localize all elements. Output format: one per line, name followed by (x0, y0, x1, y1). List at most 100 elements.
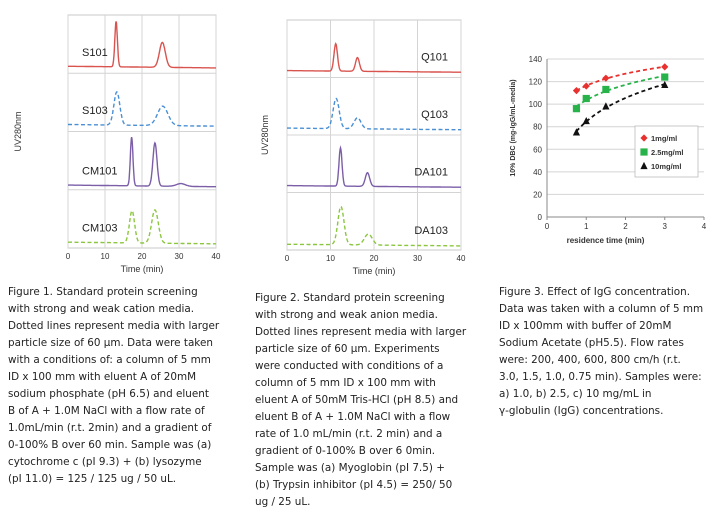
caption-line: rate of 1.0 mL/min (r.t. 2 min) and a (255, 428, 443, 440)
figure-1-chromatogram: 0 10 20 30 40 Time (min) UV280nm S101 S103 CM101 C… (13, 14, 221, 274)
caption-line: particle size of 60 µm. Data were taken (8, 337, 213, 349)
figure-3-dbc-plot: 0 20 40 60 80 100 120 140 0 1 2 3 4 residence time (m… (510, 55, 707, 245)
y-axis-label: 10% DBC (mg-IgG/mL-media) (510, 79, 517, 176)
trace-s101 (68, 21, 216, 69)
x-tick-label: 1 (584, 222, 589, 231)
data-point (661, 73, 669, 81)
trace-q101 (287, 42, 461, 73)
data-point (640, 161, 648, 170)
caption-line: Dotted lines represent media with larger (8, 320, 220, 332)
caption-line: (b) Trypsin inhibitor (pI 4.5) = 250/ 50 (255, 479, 453, 491)
trace-label: CM101 (82, 166, 117, 178)
caption-line: with a conditions of: a column of 5 mm (8, 354, 211, 366)
caption-line: with strong and weak anion media. (255, 309, 438, 321)
x-tick-label: 20 (138, 252, 147, 261)
data-point (602, 102, 610, 110)
trendline (575, 83, 666, 132)
caption-line: were conducted with conditions of a (255, 360, 444, 372)
y-tick-label: 80 (533, 123, 542, 132)
caption-line: particle size of 60 µm. Experiments (255, 343, 440, 355)
trace-label: DA103 (414, 225, 448, 237)
y-tick-label: 20 (533, 190, 542, 199)
trace-s103 (68, 91, 216, 127)
x-tick-label: 0 (545, 222, 550, 231)
figure-2-chromatogram: 0 10 20 30 40 Time (min) UV280nm Q101 Q103 DA101 D… (260, 19, 466, 276)
x-tick-label: 0 (66, 252, 71, 261)
caption-line: 3.0, 1.5, 1.0, 0.75 min). Samples were: (499, 371, 702, 383)
x-axis-label: residence time (min) (567, 236, 645, 245)
y-axis-label: UV280nm (260, 115, 270, 155)
data-point (661, 63, 669, 71)
caption-line: Figure 2. Standard protein screening (255, 292, 445, 304)
caption-line: Figure 1. Standard protein screening (8, 286, 198, 298)
x-tick-label: 40 (457, 254, 466, 263)
trace-label: S103 (82, 105, 108, 117)
caption-line: 1.0mL/min (r.t. 2min) and a gradient of (8, 422, 212, 434)
caption-line: eluent A of 50mM Tris-HCl (pH 8.5) and (255, 394, 459, 406)
trendline (575, 65, 665, 92)
x-axis-label: Time (min) (121, 264, 164, 274)
trace-cm103 (68, 209, 216, 245)
figure-1-caption: Figure 1. Standard protein screening wit… (8, 284, 219, 488)
data-point (582, 94, 590, 103)
caption-line: ug / 25 uL. (255, 496, 311, 508)
legend-label: 2.5mg/ml (651, 148, 684, 157)
caption-line: γ-globulin (IgG) concentrations. (499, 405, 664, 417)
x-tick-label: 40 (212, 252, 221, 261)
trace-label: Q101 (421, 51, 448, 63)
data-point (602, 85, 610, 94)
caption-line: Sodium Acetate (pH5.5). Flow rates (499, 337, 684, 349)
x-tick-label: 10 (101, 252, 110, 261)
x-tick-label: 0 (285, 254, 290, 263)
caption-line: Data was taken with a column of 5 mm (499, 303, 704, 315)
data-point (661, 80, 669, 89)
y-tick-label: 140 (529, 55, 543, 64)
trace-da101 (287, 145, 461, 188)
data-point (572, 105, 581, 113)
data-point (572, 87, 581, 95)
y-tick-label: 60 (533, 145, 542, 154)
y-tick-label: 0 (538, 213, 543, 222)
caption-line: ID x 100mm with buffer of 20mM (499, 320, 672, 332)
caption-line: B of A + 1.0M NaCl with a flow rate of (8, 405, 205, 417)
caption-line: were: 200, 400, 600, 800 cm/h (r.t. (499, 354, 681, 366)
x-tick-label: 20 (370, 254, 379, 263)
y-tick-label: 120 (529, 78, 543, 87)
y-tick-label: 40 (533, 168, 542, 177)
caption-line: 0-100% B over 60 min. Sample was (a) (8, 439, 212, 451)
figure-2-caption: Figure 2. Standard protein screening wit… (255, 290, 466, 511)
trace-label: S101 (82, 47, 108, 59)
data-point (572, 128, 581, 136)
caption-line: Figure 3. Effect of IgG concentration. (499, 286, 691, 298)
trendline (575, 75, 665, 108)
legend-label: 1mg/ml (651, 134, 677, 143)
data-point (582, 82, 590, 90)
x-tick-label: 30 (413, 254, 422, 263)
caption-line: Sample was (a) Myoglobin (pI 7.5) + (255, 462, 445, 474)
data-point (602, 74, 610, 82)
x-tick-label: 10 (326, 254, 335, 263)
x-tick-label: 3 (663, 222, 668, 231)
x-tick-label: 30 (175, 252, 184, 261)
legend-label: 10mg/ml (651, 162, 681, 171)
caption-line: cytochrome c (pI 9.3) + (b) lysozyme (8, 456, 202, 468)
caption-line: Dotted lines represent media with larger (255, 326, 467, 338)
caption-line: eluent B of A + 1.0M NaCl with a flow (255, 411, 451, 423)
x-tick-label: 2 (623, 222, 628, 231)
caption-line: column of 5 mm ID x 100 mm with (255, 377, 436, 389)
data-point (640, 134, 648, 142)
caption-line: a) 1.0, b) 2.5, c) 10 mg/mL in (499, 388, 652, 400)
y-tick-label: 100 (529, 100, 543, 109)
data-point (640, 148, 648, 156)
caption-line: sodium phosphate (pH 6.5) and eluent (8, 388, 209, 400)
caption-line: with strong and weak cation media. (8, 303, 195, 315)
x-axis-label: Time (min) (353, 266, 396, 276)
trace-da103 (287, 205, 461, 247)
y-axis-label: UV280nm (13, 111, 23, 151)
data-point (582, 116, 590, 125)
trace-label: Q103 (421, 109, 448, 121)
trace-cm101 (68, 136, 217, 188)
figure-3-caption: Figure 3. Effect of IgG concentration. D… (499, 284, 703, 420)
trace-q103 (287, 97, 461, 131)
